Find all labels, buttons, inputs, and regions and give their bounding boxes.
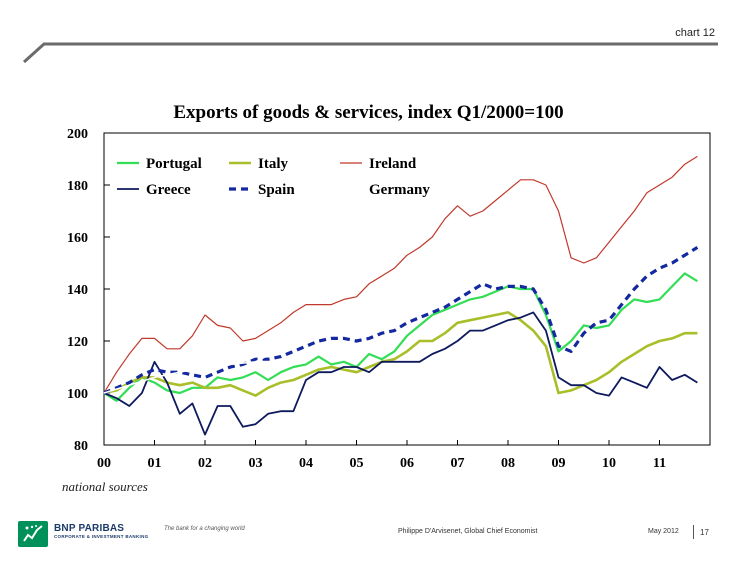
x-tick-label: 10	[602, 456, 616, 471]
header-rule	[22, 42, 718, 64]
series-line-ireland	[103, 155, 698, 394]
x-tick-label: 02	[198, 456, 212, 471]
x-tick-label: 03	[249, 456, 263, 471]
x-tick-label: 06	[400, 456, 414, 471]
line-chart: 80 100 120 140 160 180 200 00 01 02 03 04 05 06 07 08 09…	[67, 127, 711, 471]
legend-label-italy: Italy	[258, 156, 289, 172]
series-line-spain	[103, 246, 699, 395]
x-tick-label: 07	[451, 456, 465, 471]
legend-label-greece: Greece	[146, 182, 191, 198]
legend-label-ireland: Ireland	[369, 156, 417, 172]
x-tick-label: 00	[97, 456, 111, 471]
y-tick-label: 200	[67, 127, 88, 142]
x-tick-label: 08	[501, 456, 515, 471]
x-tick-label: 04	[299, 456, 313, 471]
plot-frame	[103, 132, 711, 446]
y-tick-label: 160	[67, 231, 88, 246]
legend-label-spain: Spain	[258, 182, 295, 198]
page-number: 17	[700, 528, 709, 537]
brand-subtitle: CORPORATE & INVESTMENT BANKING	[54, 534, 149, 539]
brand-name: BNP PARIBAS	[54, 523, 125, 534]
footer-divider	[693, 525, 694, 539]
slide-label: chart 12	[675, 27, 715, 39]
footer: BNP PARIBAS CORPORATE & INVESTMENT BANKI…	[0, 515, 737, 555]
y-tick-label: 180	[67, 179, 88, 194]
y-tick-label: 80	[74, 439, 88, 454]
x-tick-label: 11	[653, 456, 666, 471]
legend-label-germany: Germany	[369, 182, 430, 198]
series-line-germany	[103, 205, 698, 394]
series-line-italy	[103, 311, 698, 397]
x-tick-label: 05	[350, 456, 364, 471]
legend-label-portugal: Portugal	[146, 156, 202, 172]
x-tick-label: 01	[148, 456, 162, 471]
series-line-greece	[103, 311, 698, 436]
x-tick-label: 09	[552, 456, 566, 471]
author-credit: Philippe D'Arvisenet, Global Chief Econo…	[398, 528, 538, 535]
bnp-logo-icon	[18, 521, 48, 547]
brand-tagline: The bank for a changing world	[164, 526, 245, 532]
y-tick-label: 120	[67, 335, 88, 350]
footer-date: May 2012	[648, 528, 679, 535]
y-tick-label: 140	[67, 283, 88, 298]
source-note: national sources	[62, 479, 148, 494]
chart-title: Exports of goods & services, index Q1/20…	[173, 102, 564, 123]
y-tick-label: 100	[67, 387, 88, 402]
